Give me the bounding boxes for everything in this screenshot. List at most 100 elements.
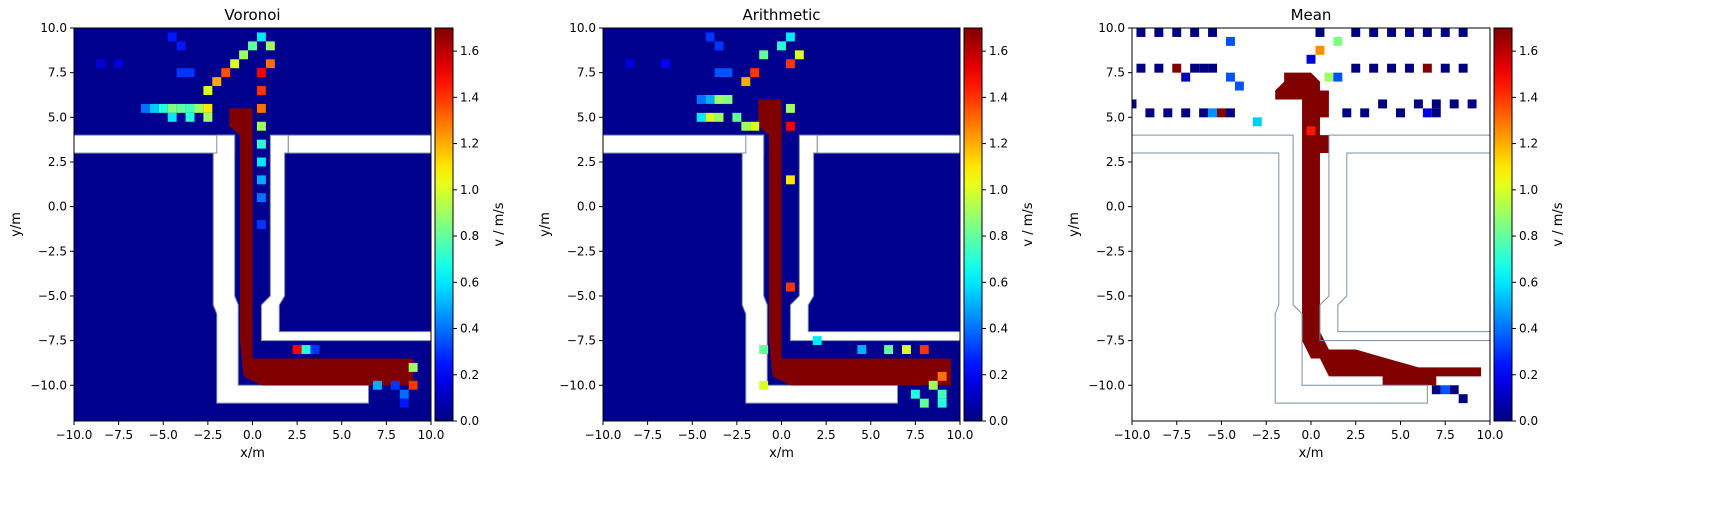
x-tick-label: −5.0 [149, 428, 178, 442]
heatmap-cell [256, 157, 266, 167]
heatmap-cell [1306, 126, 1316, 136]
heatmap-cell [212, 77, 222, 87]
heatmap-cell [857, 345, 867, 355]
x-tick-label: 0.0 [1301, 428, 1320, 442]
heatmap-cell [1431, 385, 1441, 395]
heatmap-cell [785, 282, 795, 292]
x-tick-label: 2.5 [817, 428, 836, 442]
x-axis-label: x/m [1299, 446, 1324, 461]
heatmap-cell [1467, 99, 1477, 109]
heatmap-cell [149, 103, 159, 113]
y-axis-label: y/m [9, 212, 24, 237]
heatmap-cell [1351, 28, 1361, 37]
corridor-band [287, 134, 431, 154]
heatmap-cell [759, 345, 769, 355]
heatmap-cell [1208, 63, 1218, 73]
y-tick-label: −7.5 [1096, 334, 1125, 348]
heatmap-cell [1449, 99, 1459, 109]
colorbar-tick-label: 0.4 [989, 322, 1008, 336]
corridor-band [816, 134, 960, 154]
corridor-band [603, 134, 765, 154]
corridor [74, 134, 431, 404]
x-tick-label: −5.0 [678, 428, 707, 442]
heatmap-cell [1154, 63, 1164, 73]
heatmap-cell [705, 94, 715, 104]
heatmap-cell [928, 380, 938, 390]
heatmap-cell [1431, 99, 1441, 109]
panel-3: −10.0−10.0−7.5−7.5−5.0−5.0−2.5−2.50.00.0… [1067, 6, 1566, 461]
y-tick-label: 0.0 [577, 200, 596, 214]
heatmap-cell [714, 41, 724, 51]
heatmap-cell [785, 59, 795, 69]
heatmap-cell [705, 32, 715, 42]
corridor-right-wall [260, 134, 431, 342]
heatmap-cell [185, 68, 195, 78]
corridor-left-wall [741, 134, 899, 404]
chart-title: Arithmetic [742, 6, 820, 24]
colorbar-tick-label: 0.6 [1519, 275, 1538, 289]
heatmap-cell [1387, 28, 1397, 37]
heatmap-cell [1333, 36, 1343, 46]
x-tick-label: 7.5 [1436, 428, 1455, 442]
heatmap-cell [1225, 108, 1235, 118]
wall-outline [1132, 134, 1490, 404]
heatmap-cell [1422, 108, 1432, 118]
heatmap-cell [239, 50, 249, 60]
y-tick-label: 7.5 [48, 66, 67, 80]
y-tick-label: −2.5 [567, 244, 596, 258]
y-tick-label: −5.0 [1096, 289, 1125, 303]
y-tick-label: −10.0 [1088, 378, 1125, 392]
heatmap-cell [167, 32, 177, 42]
heatmap-cell [1190, 28, 1200, 37]
heatmap-cell [1360, 108, 1370, 118]
heatmap-cell [256, 86, 266, 95]
corridor-right-wall [789, 134, 960, 342]
heatmap-cell [1315, 45, 1325, 55]
x-tick-label: 5.0 [861, 428, 880, 442]
heatmap-cell [390, 380, 400, 390]
heatmap-cell [1199, 108, 1209, 118]
colorbar: 0.0 0.2 0.4 0.6 0.8 1.0 1.2 1.4 1.6 v / m/s [963, 27, 1036, 428]
x-tick-label: −10.0 [1114, 428, 1151, 442]
y-tick-label: 10.0 [569, 21, 596, 35]
colorbar-tick-label: 0.2 [460, 368, 479, 382]
y-tick-label: 5.0 [1106, 110, 1125, 124]
heatmap-cell [661, 59, 670, 69]
y-tick-label: 5.0 [48, 110, 67, 124]
heatmap-cell [1422, 63, 1432, 73]
heatmap-cell [408, 362, 418, 372]
chart-title: Voronoi [224, 6, 280, 24]
heatmap-cell [1342, 108, 1352, 118]
corridor-left-wall [212, 134, 370, 404]
heatmap-cell [1172, 63, 1182, 73]
colorbar-gradient [434, 27, 454, 422]
colorbar-tick-label: 0.4 [460, 322, 479, 336]
x-tick-label: 10.0 [1477, 428, 1504, 442]
heatmap-cell [256, 175, 266, 185]
y-tick-label: −2.5 [1096, 244, 1125, 258]
x-axis-label: x/m [769, 446, 794, 461]
wall-line [1132, 134, 1428, 404]
heatmap-cell [1136, 63, 1146, 73]
heatmap-cell [140, 103, 150, 113]
colorbar-tick-label: 0.0 [1519, 414, 1538, 428]
heatmap-cell [714, 94, 724, 104]
x-tick-label: 2.5 [1346, 428, 1365, 442]
y-axis-label: y/m [1067, 212, 1082, 237]
y-tick-label: 5.0 [577, 110, 596, 124]
colorbar-tick-label: 1.4 [1519, 90, 1538, 104]
y-axis-label: y/m [538, 212, 553, 237]
heatmap-cell [1190, 63, 1200, 73]
heatmap-cell [185, 103, 195, 113]
heatmap-cell [1431, 108, 1441, 118]
heatmap-cell [256, 68, 266, 78]
y-tick-label: −7.5 [567, 334, 596, 348]
y-tick-label: 0.0 [1106, 200, 1125, 214]
heatmap-cell [723, 94, 733, 104]
heatmap-cell [1145, 108, 1155, 118]
heatmap-cell [794, 50, 804, 60]
heatmap-cell [1449, 385, 1459, 395]
heatmap-cell [901, 345, 911, 355]
x-tick-label: −2.5 [193, 428, 222, 442]
colorbar-label: v / m/s [492, 202, 507, 246]
